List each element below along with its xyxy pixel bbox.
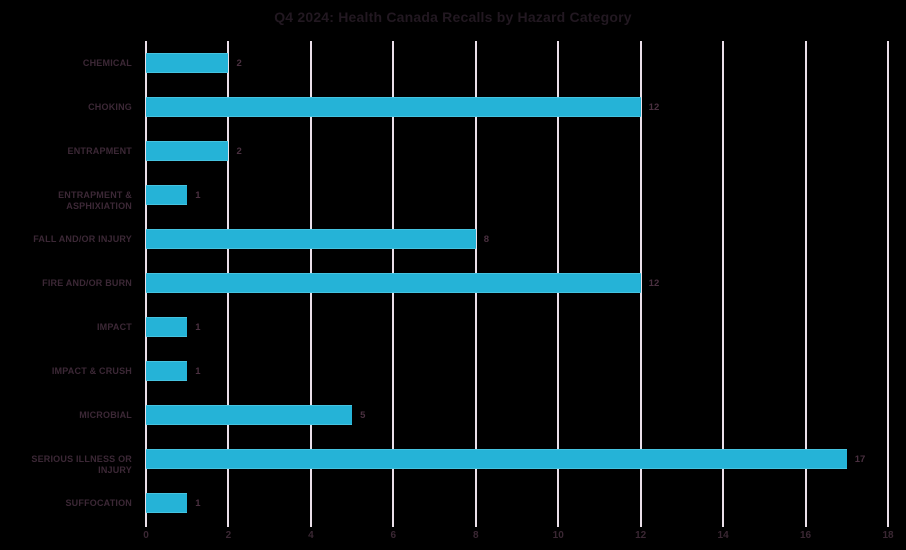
x-tick-label: 0 <box>143 530 149 541</box>
bar-row: 17 <box>146 437 888 481</box>
bar-row: 1 <box>146 173 888 217</box>
x-axis-tick-labels: 0 2 4 6 8 10 12 14 16 18 <box>143 530 893 546</box>
category-label: IMPACT <box>96 321 132 332</box>
bar-suffocation <box>146 493 188 513</box>
value-label: 5 <box>360 410 366 421</box>
x-tick-label: 4 <box>308 530 314 541</box>
value-label: 17 <box>854 454 866 465</box>
bar-choking <box>146 97 641 117</box>
category-label: SERIOUS ILLNESS OR INJURY <box>31 453 132 475</box>
value-label: 1 <box>195 366 201 377</box>
x-tick-label: 14 <box>717 530 729 541</box>
category-label: ENTRAPMENT <box>67 145 132 156</box>
x-tick-label: 16 <box>799 530 812 541</box>
x-tick-label: 2 <box>225 530 232 541</box>
bar-entrapment-asphixiation <box>146 185 188 205</box>
bar-row: 1 <box>146 481 888 525</box>
x-tick-label: 18 <box>882 530 894 541</box>
bar-fall-and-or-injury <box>146 229 476 249</box>
bar-row: 1 <box>146 349 888 393</box>
bar-row: 12 <box>146 85 888 129</box>
x-tick-label: 10 <box>552 530 564 541</box>
value-label: 1 <box>195 322 201 333</box>
bar-row: 2 <box>146 41 888 85</box>
category-label: FIRE AND/OR BURN <box>42 277 132 288</box>
bar-row: 2 <box>146 129 888 173</box>
gridline-x-14 <box>722 41 725 527</box>
bar-fire-and-or-burn <box>146 273 641 293</box>
bar-row: 12 <box>146 261 888 305</box>
gridline-x-16 <box>804 41 807 527</box>
chart-title: Q4 2024: Health Canada Recalls by Hazard… <box>274 9 632 25</box>
plot-area: 2 12 2 1 8 12 1 1 5 17 1 <box>145 41 889 527</box>
category-label: IMPACT & CRUSH <box>51 365 132 376</box>
category-label: SUFFOCATION <box>65 497 132 508</box>
bar-row: 5 <box>146 393 888 437</box>
bar-entrapment <box>146 141 229 161</box>
x-tick-label: 12 <box>635 530 647 541</box>
bar-chemical <box>146 53 229 73</box>
category-label: CHEMICAL <box>82 57 132 68</box>
category-label: MICROBIAL <box>79 409 132 420</box>
value-label: 8 <box>483 234 490 245</box>
x-tick-label: 6 <box>390 530 397 541</box>
gridline-x-12 <box>639 41 642 527</box>
bar-microbial <box>146 405 353 425</box>
value-label: 1 <box>195 498 201 509</box>
bar-serious-illness-or-injury <box>146 449 847 469</box>
value-label: 12 <box>648 278 660 289</box>
gridline-x-18 <box>887 41 889 527</box>
value-label: 12 <box>648 102 660 113</box>
category-label: ENTRAPMENT & ASPHIXIATION <box>58 189 132 211</box>
bar-impact <box>146 317 188 337</box>
bar-row: 1 <box>146 305 888 349</box>
value-label: 2 <box>236 58 242 69</box>
value-label: 2 <box>236 146 242 157</box>
category-axis-labels: CHEMICAL CHOKING ENTRAPMENT ENTRAPMENT & AS… <box>0 41 139 525</box>
bar-impact-crush <box>146 361 188 381</box>
bar-row: 8 <box>146 217 888 261</box>
category-label: FALL AND/OR INJURY <box>33 233 132 244</box>
x-tick-label: 8 <box>472 530 479 541</box>
value-label: 1 <box>195 190 201 201</box>
category-label: CHOKING <box>88 101 132 112</box>
